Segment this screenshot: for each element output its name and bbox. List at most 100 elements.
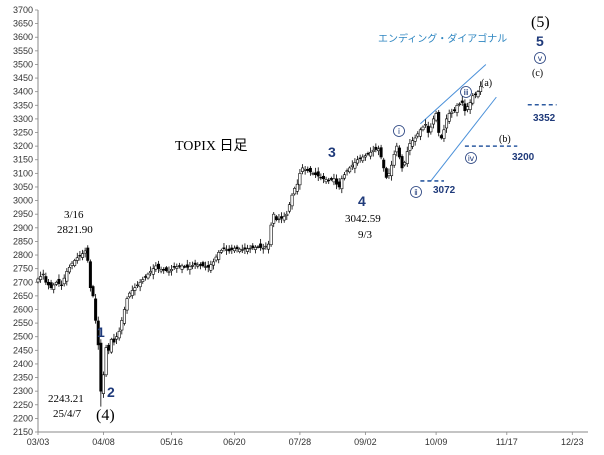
candle-body — [83, 250, 87, 254]
annotation-wave4-date: 9/3 — [358, 229, 373, 241]
candle-body — [65, 271, 69, 282]
candle-body — [269, 224, 273, 246]
candle-body — [295, 183, 299, 192]
y-tick-label: 2750 — [13, 264, 33, 274]
candle-body — [175, 266, 179, 269]
candle-body — [479, 85, 483, 92]
level-3200-label: 3200 — [512, 152, 535, 163]
level-3072-label: 3072 — [433, 185, 456, 196]
candle-body — [447, 113, 451, 122]
annotation-low-value: 2243.21 — [48, 393, 84, 405]
candle-body — [434, 113, 438, 121]
candle-body — [403, 162, 407, 166]
candle-body — [57, 278, 61, 284]
candle-body — [230, 247, 234, 250]
candle-body — [376, 148, 380, 152]
candle-body — [458, 103, 462, 106]
candle-body — [209, 264, 213, 271]
candle-body — [311, 173, 315, 175]
candle-body — [418, 129, 422, 137]
candle-body — [450, 111, 454, 114]
candle-body — [122, 309, 126, 324]
candle-body — [421, 126, 425, 131]
candle-body — [133, 287, 137, 291]
candle-body — [455, 104, 459, 113]
candle-body — [60, 284, 64, 286]
candle-body — [251, 245, 255, 249]
candle-body — [282, 215, 286, 221]
subwave-v-label: ⅴ — [538, 54, 543, 63]
candle-body — [303, 168, 307, 171]
y-tick-labels: 2150 2200 2250 2300 2350 2400 2450 2500 2550 2600… — [13, 5, 38, 437]
y-tick-label: 2500 — [13, 332, 33, 342]
level-3352-label: 3352 — [533, 113, 556, 124]
wave-label-2: 2 — [107, 384, 115, 400]
y-tick-label: 2850 — [13, 236, 33, 246]
candle-body — [101, 374, 105, 394]
wave-label-4: 4 — [358, 193, 366, 209]
candle-body — [361, 156, 365, 162]
candle-body — [340, 178, 344, 190]
y-tick-label: 3650 — [13, 19, 33, 29]
candle-body — [86, 247, 90, 261]
subwave-iv-label: ⅳ — [468, 154, 475, 163]
y-tick-label: 2350 — [13, 373, 33, 383]
candle-body — [460, 100, 464, 103]
candle-body — [371, 149, 375, 152]
subwave-iii-label: ⅲ — [463, 88, 468, 97]
candle-body — [452, 109, 456, 112]
candle-body — [201, 262, 205, 267]
candle-body — [73, 260, 77, 266]
candle-body — [151, 268, 155, 275]
annotation-high-value: 2821.90 — [57, 224, 93, 236]
candle-body — [390, 164, 394, 177]
y-tick-label: 2400 — [13, 359, 33, 369]
candle-body — [235, 246, 239, 249]
y-tick-label: 2800 — [13, 250, 33, 260]
candle-body — [162, 269, 166, 271]
candle-body — [468, 102, 472, 110]
candle-body — [94, 298, 98, 321]
y-tick-label: 3700 — [13, 5, 33, 15]
candle-body — [117, 330, 121, 339]
candle-body — [146, 273, 150, 279]
candle-body — [424, 124, 428, 126]
subwave-iii-marker: ⅲ — [460, 86, 472, 98]
candle-body — [431, 118, 435, 125]
candle-body — [238, 248, 242, 252]
candle-body — [426, 125, 430, 133]
candle-body — [395, 145, 399, 153]
candle-body — [374, 146, 378, 150]
candle-body — [329, 178, 333, 180]
y-tick-label: 3150 — [13, 155, 33, 165]
candle-body — [81, 253, 85, 258]
x-tick-label: 09/02 — [354, 437, 377, 447]
candle-body — [287, 204, 291, 212]
y-tick-label: 2550 — [13, 318, 33, 328]
candle-body — [62, 277, 66, 285]
candle-body — [204, 266, 208, 268]
y-tick-label: 2250 — [13, 400, 33, 410]
y-tick-label: 3200 — [13, 141, 33, 151]
channel-lower-line — [430, 96, 497, 182]
candle-body — [136, 284, 140, 287]
candle-body — [356, 159, 360, 164]
candle-body — [177, 265, 181, 267]
y-tick-label: 3450 — [13, 73, 33, 83]
candle-body — [172, 266, 176, 268]
candle-body — [154, 265, 158, 270]
x-tick-label: 05/16 — [160, 437, 183, 447]
x-tick-labels: 03/03 04/08 05/16 06/20 07/28 09/02 10/09 11/17… — [27, 432, 584, 447]
candle-body — [272, 213, 276, 224]
candle-body — [54, 281, 58, 285]
annotation-high-date: 3/16 — [64, 209, 84, 221]
y-tick-label: 3350 — [13, 100, 33, 110]
candle-body — [91, 286, 95, 297]
y-tick-label: 3000 — [13, 196, 33, 206]
candle-body — [141, 279, 145, 282]
y-tick-label: 2900 — [13, 223, 33, 233]
y-tick-label: 3500 — [13, 59, 33, 69]
candle-body — [253, 247, 257, 250]
y-tick-label: 3550 — [13, 46, 33, 56]
